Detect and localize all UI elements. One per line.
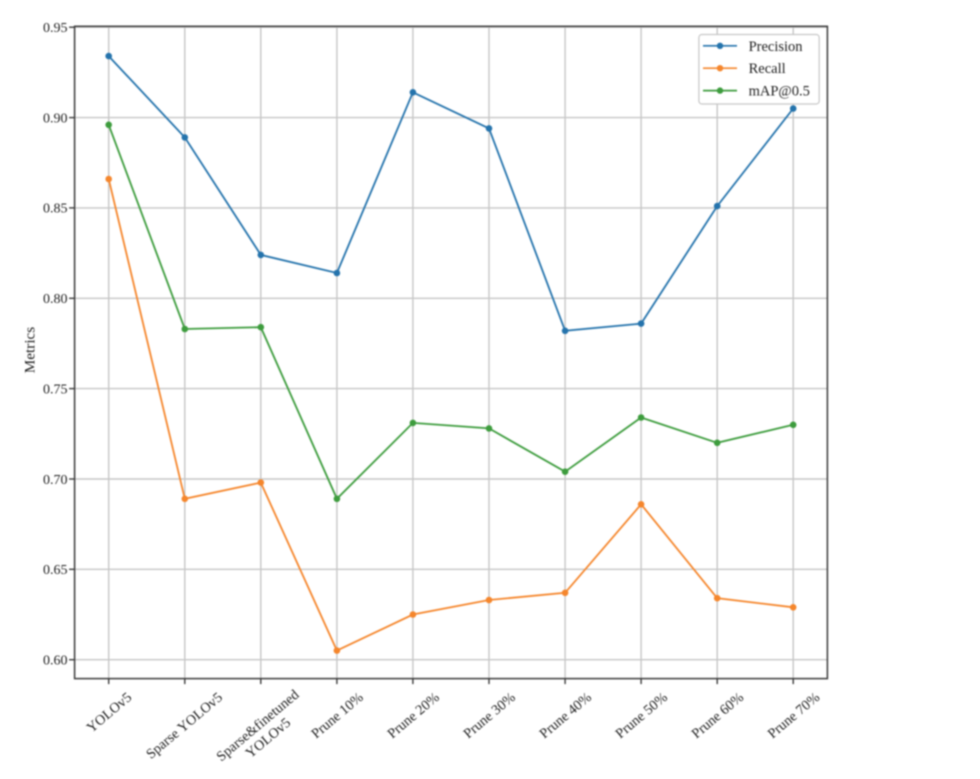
svg-text:Recall: Recall [749,61,786,77]
svg-text:Metrics: Metrics [22,327,39,373]
svg-text:Precision: Precision [749,39,804,55]
svg-text:0.80: 0.80 [43,292,68,307]
svg-text:0.85: 0.85 [43,202,68,217]
svg-text:0.75: 0.75 [43,382,68,397]
svg-text:0.90: 0.90 [43,111,68,126]
svg-text:0.60: 0.60 [43,654,68,669]
svg-text:0.65: 0.65 [43,563,68,578]
svg-text:0.95: 0.95 [43,21,68,36]
svg-text:0.70: 0.70 [43,473,68,488]
svg-text:mAP@0.5: mAP@0.5 [749,84,810,100]
